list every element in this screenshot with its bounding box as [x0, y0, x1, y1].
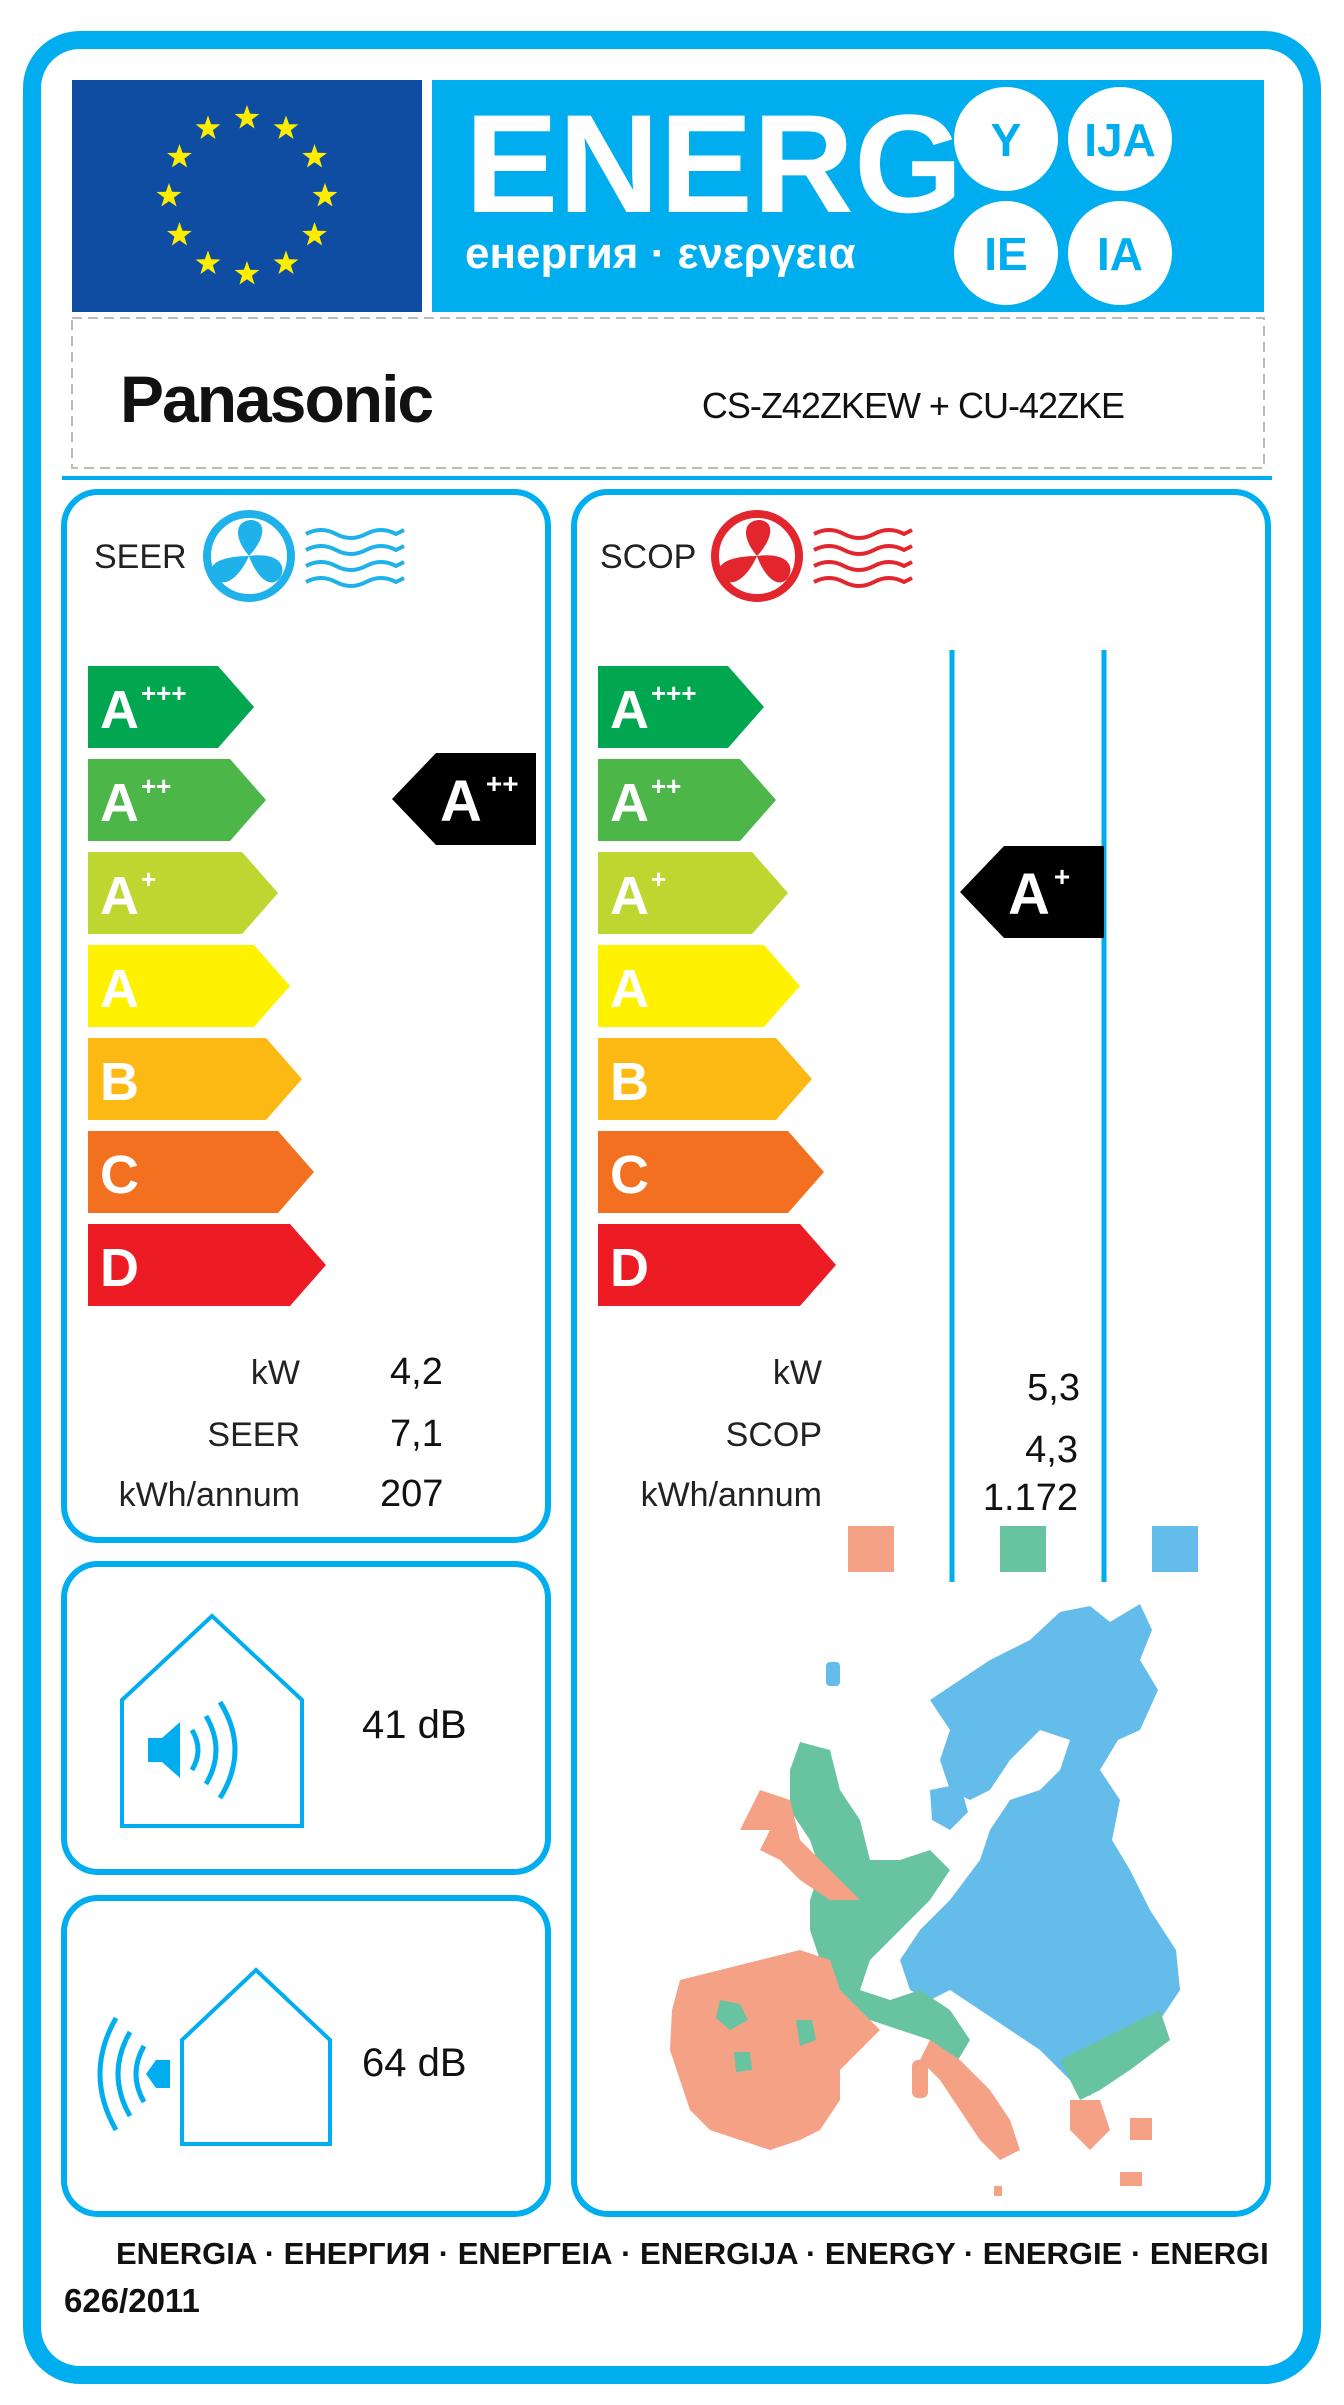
heating-row-kw-value: 5,3 [1027, 1367, 1080, 1409]
scale-class-label: B [100, 1052, 139, 1112]
cooling-panel [61, 489, 551, 1543]
rating-arrow-shape [960, 846, 1104, 938]
cooling-row-seer-label: SEER [207, 1416, 300, 1454]
heating-values: kW 5,3 SCOP 4,3 kWh/annum 1.172 [641, 1354, 1080, 1519]
brand-name: Panasonic [120, 362, 432, 436]
cooling-values: kW 4,2 SEER 7,1 kWh/annum 207 [119, 1351, 444, 1515]
scale-class-bar [598, 666, 764, 748]
heating-row-kwh-value: 1.172 [983, 1477, 1078, 1519]
header-suffixes: Y IJA IE IA [954, 87, 1172, 305]
supplier-box [71, 317, 1265, 469]
scale-class-bar [598, 945, 800, 1027]
heating-rating-arrow: A + [960, 846, 1104, 938]
eu-star [273, 250, 299, 275]
footer-languages: ENERGIA · ЕНЕРГИЯ · ΕΝΕΡΓΕΙΑ · ENERGIJA … [116, 2236, 1269, 2271]
eu-star [273, 115, 299, 139]
eu-star [156, 183, 182, 207]
cooling-rating-arrow: A ++ [392, 753, 536, 845]
heating-label: SCOP [600, 538, 696, 576]
scale-class-bar [598, 852, 788, 934]
heating-panel [571, 489, 1271, 2217]
header-subtitle: енергия · ενεργεια [465, 229, 856, 278]
scale-class-label: D [100, 1238, 139, 1298]
heating-row-scop-value: 4,3 [1025, 1429, 1078, 1471]
suffix-y: Y [991, 114, 1022, 166]
indoor-noise-icon [120, 1613, 304, 1828]
suffix-ie: IE [984, 228, 1027, 280]
rating-arrow-shape [392, 753, 536, 845]
scale-class-bar [598, 1131, 824, 1213]
cooling-row-seer-value: 7,1 [390, 1413, 443, 1455]
outdoor-noise-value: 64 dB [362, 2041, 467, 2085]
suffix-circle-y [954, 87, 1058, 191]
eu-stars [156, 105, 338, 285]
cooling-label: SEER [94, 538, 187, 576]
eu-star [302, 144, 327, 168]
model-number: CS-Z42ZKEW + CU-42ZKE [702, 385, 1124, 426]
footer-regulation: 626/2011 [64, 2282, 200, 2319]
eu-star [234, 105, 260, 129]
zone-cold-swatch [1152, 1526, 1198, 1572]
scale-class-bar [88, 1038, 302, 1120]
eu-star [195, 115, 221, 139]
outdoor-noise-icon [97, 1967, 332, 2146]
heating-fan-icon [711, 510, 913, 602]
scale-class-bar [88, 1224, 326, 1306]
eu-star [312, 183, 338, 207]
indoor-noise-value: 41 dB [362, 1703, 467, 1747]
scale-class-bar [88, 852, 278, 934]
eu-star [302, 222, 327, 246]
scale-class-label: C [610, 1145, 649, 1205]
scale-class-bar [88, 1131, 314, 1213]
climate-zone-legend [848, 1526, 1198, 1572]
suffix-ija: IJA [1084, 114, 1156, 166]
eu-star [195, 250, 221, 275]
scale-class-bar [598, 759, 776, 841]
cooling-row-kwh-label: kWh/annum [119, 1476, 300, 1514]
scale-class-label: B [610, 1052, 649, 1112]
eu-star [234, 261, 260, 285]
heating-row-kwh-label: kWh/annum [641, 1476, 822, 1514]
cooling-row-kw-value: 4,2 [390, 1351, 443, 1393]
zone-average-swatch [1000, 1526, 1046, 1572]
indoor-noise-panel [61, 1561, 551, 1875]
cooling-row-kw-label: kW [251, 1354, 300, 1392]
label-frame [23, 31, 1321, 2384]
scale-class-label: A [610, 959, 649, 1019]
scale-class-bar [598, 1224, 836, 1306]
scale-class-label: C [100, 1145, 139, 1205]
suffix-circle-ija [1068, 87, 1172, 191]
scale-class-bar [88, 945, 290, 1027]
scale-class-bar [598, 1038, 812, 1120]
suffix-circle-ia [1068, 201, 1172, 305]
cooling-row-kwh-value: 207 [380, 1473, 443, 1515]
suffix-ia: IA [1097, 228, 1143, 280]
europe-climate-map [670, 1604, 1180, 2196]
heating-row-scop-label: SCOP [726, 1416, 822, 1454]
suffix-circle-ie [954, 201, 1058, 305]
scale-class-label: A [100, 959, 139, 1019]
header-title: ENERG [465, 85, 963, 242]
heating-row-kw-label: kW [773, 1354, 822, 1392]
eu-star [167, 222, 192, 246]
cooling-fan-icon [203, 510, 405, 602]
zone-warm-swatch [848, 1526, 894, 1572]
outdoor-noise-panel [61, 1895, 551, 2217]
scale-class-label: D [610, 1238, 649, 1298]
scale-class-bar [88, 759, 266, 841]
scale-class-bar [88, 666, 254, 748]
eu-star [167, 144, 192, 168]
